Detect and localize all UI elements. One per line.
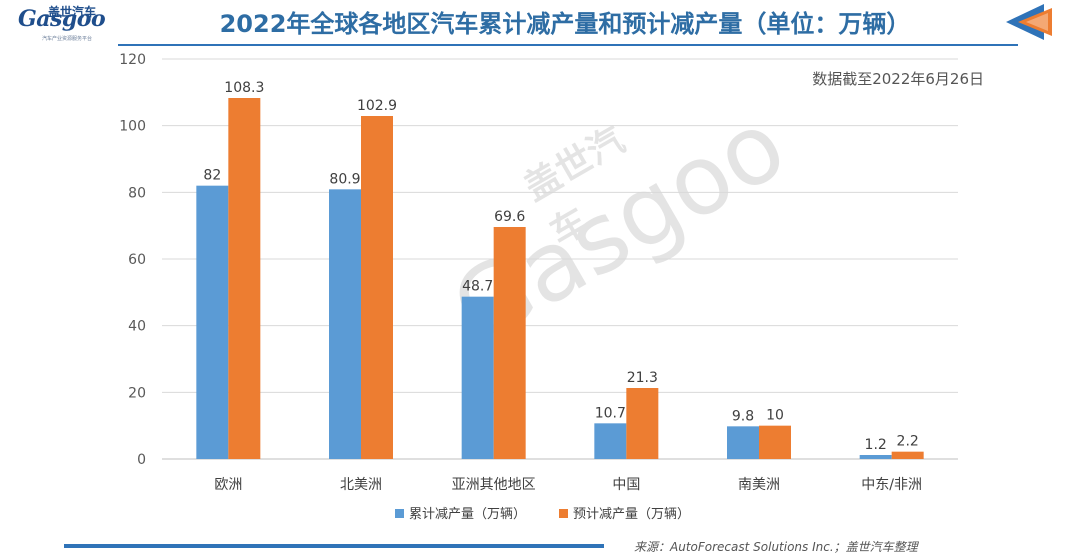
data-label: 21.3 <box>627 370 658 386</box>
bar-cumulative <box>859 455 892 459</box>
bar-cumulative <box>196 185 229 459</box>
bar-forecast <box>493 227 526 459</box>
data-label: 48.7 <box>462 279 493 295</box>
title-divider <box>118 44 1018 46</box>
legend-label: 预计减产量（万辆） <box>573 507 690 522</box>
y-tick-label: 40 <box>128 319 146 335</box>
bar-cumulative <box>594 423 627 459</box>
legend-label: 累计减产量（万辆） <box>409 507 526 522</box>
x-tick-label: 中东/非洲 <box>861 477 922 493</box>
back-arrow-icon[interactable] <box>1004 2 1056 42</box>
x-tick-label: 欧洲 <box>214 477 242 493</box>
data-label: 1.2 <box>865 437 887 453</box>
logo-wordmark: Gasgoo <box>18 6 106 32</box>
data-label: 10.7 <box>595 405 626 421</box>
y-tick-label: 100 <box>119 119 146 135</box>
logo-tagline: 汽车产业资源服务平台 <box>42 36 93 42</box>
data-labels: 82 108.3 80.9 102.9 48.7 69.6 10.7 21.3 9.8 10 1.2… <box>203 80 918 453</box>
legend-swatch <box>395 509 404 518</box>
x-tick-label: 北美洲 <box>340 477 382 493</box>
x-tick-label: 亚洲其他地区 <box>452 477 536 493</box>
data-label: 9.8 <box>732 408 754 424</box>
bar-forecast <box>891 451 924 459</box>
bar-cumulative <box>461 296 494 459</box>
data-label: 10 <box>766 408 784 424</box>
logo-chinese-text: 盖世汽车 <box>48 5 97 19</box>
data-label: 2.2 <box>897 434 919 450</box>
bar-forecast <box>228 98 261 459</box>
data-label: 108.3 <box>224 80 264 96</box>
x-axis-ticks: 欧洲 北美洲 亚洲其他地区 中国 南美洲 中东/非洲 <box>214 477 922 493</box>
x-tick-label: 南美洲 <box>738 477 780 493</box>
bars <box>196 98 924 460</box>
data-label: 102.9 <box>357 98 397 114</box>
data-label: 80.9 <box>329 171 360 187</box>
bar-forecast <box>626 388 659 459</box>
gasgoo-logo[interactable]: 盖世汽车 Gasgoo 汽车产业资源服务平台 <box>14 5 114 44</box>
footer-divider <box>64 544 604 548</box>
x-tick-label: 中国 <box>612 477 640 493</box>
y-tick-label: 60 <box>128 252 146 268</box>
y-tick-label: 120 <box>119 52 146 68</box>
grid-lines <box>162 58 958 460</box>
y-tick-label: 0 <box>137 452 146 468</box>
data-label: 69.6 <box>494 209 525 225</box>
legend: 累计减产量（万辆） 预计减产量（万辆） <box>395 507 690 522</box>
bar-cumulative <box>727 426 759 459</box>
data-label: 82 <box>203 168 221 184</box>
legend-swatch <box>559 509 568 518</box>
chart-title: 2022年全球各地区汽车累计减产量和预计减产量（单位：万辆） <box>219 10 911 38</box>
y-tick-label: 80 <box>128 185 146 201</box>
bar-forecast <box>759 425 791 459</box>
bar-forecast <box>361 116 393 459</box>
data-as-of-note: 数据截至2022年6月26日 <box>812 70 984 88</box>
source-note: 来源：AutoForecast Solutions Inc.；盖世汽车整理 <box>634 540 918 554</box>
y-axis-ticks: 0 20 40 60 80 100 120 <box>119 52 146 468</box>
bar-cumulative <box>329 189 361 460</box>
y-tick-label: 20 <box>128 385 146 401</box>
